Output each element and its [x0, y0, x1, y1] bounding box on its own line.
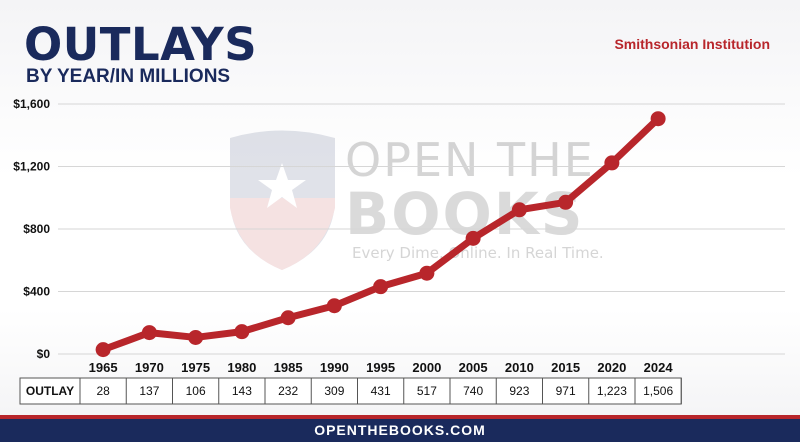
x-tick-label: 1975 [181, 360, 210, 375]
table-cell-value: 309 [324, 384, 344, 398]
organization-label: Smithsonian Institution [614, 36, 770, 52]
table-cell-value: 28 [96, 384, 110, 398]
x-tick-label: 1980 [227, 360, 256, 375]
table-cell-value: 106 [186, 384, 206, 398]
x-tick-label: 1965 [89, 360, 118, 375]
x-tick-label: 1995 [366, 360, 395, 375]
table-row-label: OUTLAY [26, 384, 74, 398]
x-tick-label: 2000 [412, 360, 441, 375]
y-tick-label: $400 [23, 285, 50, 299]
data-point [188, 329, 204, 345]
x-tick-label: 1970 [135, 360, 164, 375]
table-cell-value: 431 [371, 384, 391, 398]
data-point [234, 324, 250, 340]
y-tick-label: $800 [23, 222, 50, 236]
series-line [99, 115, 662, 354]
watermark-line2: BOOKS [345, 180, 585, 248]
data-point [650, 111, 666, 127]
y-tick-label: $1,600 [13, 97, 50, 111]
x-tick-label: 2010 [505, 360, 534, 375]
data-point [373, 279, 389, 295]
data-point [326, 298, 342, 314]
data-point [95, 342, 111, 358]
outlay-table [19, 377, 682, 405]
chart-subtitle: BY YEAR/IN MILLIONS [26, 66, 231, 87]
table-cell-value: 517 [417, 384, 437, 398]
x-tick-label: 2015 [551, 360, 580, 375]
table-cell-value: 740 [463, 384, 483, 398]
x-tick-label: 2024 [644, 360, 674, 375]
table-cell-value: 1,223 [597, 384, 627, 398]
data-point [511, 202, 527, 218]
data-point [558, 194, 574, 210]
watermark-line1: OPEN THE [345, 133, 595, 187]
table-cell-value: 923 [509, 384, 529, 398]
table-cell-value: 1,506 [643, 384, 673, 398]
footer-link[interactable]: OPENTHEBOOKS.COM [314, 422, 486, 438]
data-point [604, 155, 620, 171]
table-cell-value: 232 [278, 384, 298, 398]
watermark-tagline: Every Dime. Online. In Real Time. [352, 244, 604, 262]
table-cell-value: 971 [556, 384, 576, 398]
data-point [465, 230, 481, 246]
y-tick-label: $1,200 [13, 160, 50, 174]
footer-bar: OPENTHEBOOKS.COM [0, 415, 800, 442]
data-point [141, 325, 157, 341]
x-tick-label: 1985 [274, 360, 303, 375]
data-point [419, 265, 435, 281]
chart-title: OUTLAYS [24, 18, 258, 71]
table-cell-value: 137 [139, 384, 159, 398]
table-cell-value: 143 [232, 384, 252, 398]
x-tick-label: 2020 [597, 360, 626, 375]
data-point [280, 310, 296, 326]
y-tick-label: $0 [37, 347, 51, 361]
x-tick-label: 2005 [459, 360, 488, 375]
x-tick-label: 1990 [320, 360, 349, 375]
